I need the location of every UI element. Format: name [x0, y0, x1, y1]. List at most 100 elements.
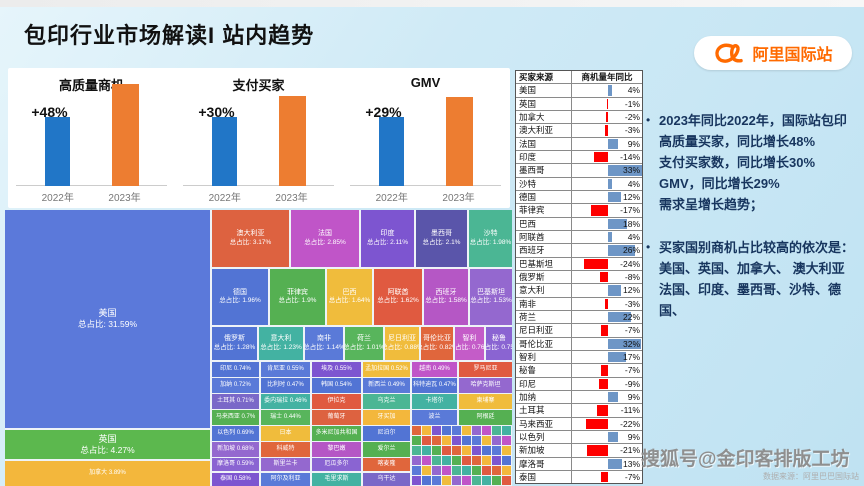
yoy-bar-cell: 9% [572, 431, 642, 443]
country-name: 俄罗斯 [516, 270, 572, 284]
treemap-cell-智利: 智利总占比: 0.76% [455, 327, 484, 360]
bullet-item-2: • 买家国别商机占比较高的依次是： 美国、英国、加拿大、 澳大利亚 法国、印度、墨西哥… [646, 237, 860, 321]
treemap-cell-哈萨克斯坦: 哈萨克斯坦 [459, 378, 512, 393]
yoy-bar [601, 365, 609, 376]
cell-name: 孟加拉国 0.52% [365, 365, 408, 372]
treemap-micro-cell [432, 446, 441, 455]
table-row: 阿联酋 4% [516, 230, 642, 245]
cell-name: 哥伦比亚 [423, 335, 451, 343]
table-row: 美国 4% [516, 84, 642, 98]
cell-value: 总占比: 1.96% [219, 297, 261, 305]
treemap-micro-cell [452, 426, 461, 435]
cell-name: 新加坡 0.68% [217, 445, 254, 452]
country-name: 英国 [516, 97, 572, 110]
treemap-cell-韩国: 韩国 0.54% [312, 378, 361, 393]
treemap-micro-cell [472, 456, 481, 465]
yoy-bar-cell: -24% [572, 258, 642, 270]
cell-name: 哈萨克斯坦 [470, 381, 501, 388]
cell-name: 美国 [98, 308, 117, 319]
yoy-bar-cell: -7% [572, 324, 642, 336]
yoy-value: 4% [627, 178, 640, 189]
cell-name: 南非 [317, 335, 331, 343]
country-name: 法国 [516, 137, 572, 150]
cell-name: 印度 [380, 230, 395, 238]
table-row: 法国 9% [516, 137, 642, 151]
cell-value: 总占比: 1.58% [425, 297, 467, 305]
country-name: 新加坡 [516, 444, 572, 457]
cell-name: 科威特 [276, 445, 295, 452]
bullet-line: 支付买家数，同比增长30% [659, 155, 816, 171]
cell-value: 总占比: 1.01% [345, 343, 383, 351]
cell-value: 总占比: 4.27% [80, 444, 135, 455]
treemap-micro-cell [492, 466, 501, 475]
yoy-value: -8% [624, 272, 640, 283]
treemap-cell-科特迪瓦: 科特迪瓦 0.47% [412, 378, 457, 393]
cell-name: 牙买加 [377, 413, 396, 420]
yoy-bar [599, 378, 609, 389]
cell-name: 伊拉克 [327, 397, 346, 404]
table-row: 马来西亚 -22% [516, 417, 642, 431]
cell-value: 总占比: 0.82% [421, 343, 453, 351]
treemap-cell-乌克兰: 乌克兰 [363, 394, 410, 409]
bullet-line: 高质量买家，同比增长48% [659, 134, 816, 150]
yoy-bar [608, 165, 642, 176]
table-row: 加纳 9% [516, 390, 642, 405]
treemap-cell-伊拉克: 伊拉克 [312, 394, 361, 409]
treemap-micro-cell [502, 456, 511, 465]
treemap-micro-cell [472, 446, 481, 455]
treemap-micro-cell [432, 476, 441, 485]
treemap-micro-cell [422, 426, 431, 435]
treemap-cell-孟加拉国: 孟加拉国 0.52% [363, 362, 410, 377]
cell-name: 乌干达 [377, 475, 396, 482]
insights-bullets: • 2023年同比2022年，国际站包印 高质量买家，同比增长48% 支付买家数，同比… [646, 110, 860, 343]
table-row: 墨西哥 33% [516, 164, 642, 178]
cell-name: 泰国 0.58% [220, 475, 251, 482]
yoy-value: -21% [620, 445, 640, 456]
treemap-micro-cell [462, 456, 471, 465]
treemap-micro-cell [482, 476, 491, 485]
treemap-cell-牙买加: 牙买加 [363, 410, 410, 425]
bullet-item-1: • 2023年同比2022年，国际站包印 高质量买家，同比增长48% 支付买家数，同比… [646, 110, 860, 215]
treemap-micro-cell [422, 476, 431, 485]
treemap-micro-cell [482, 466, 491, 475]
treemap-cell-尼泊尔: 尼泊尔 [363, 426, 410, 441]
cell-name: 加拿大 3.89% [89, 469, 126, 476]
header-yoy: 商机量年同比 [581, 72, 633, 83]
cell-value: 总占比: 1.62% [377, 297, 419, 305]
chart-plot [175, 82, 342, 186]
table-row: 智利 17% [516, 350, 642, 365]
yoy-bar [584, 258, 609, 269]
table-row: 土耳其 -11% [516, 404, 642, 418]
treemap-cell-阿尔及利亚: 阿尔及利亚 [261, 473, 310, 486]
country-name: 摩洛哥 [516, 457, 572, 470]
treemap-cell-印尼: 印尼 0.74% [212, 362, 259, 377]
yoy-value: -9% [624, 378, 640, 389]
table-row: 新加坡 -21% [516, 444, 642, 458]
cell-name: 秘鲁 [492, 335, 506, 343]
yoy-bar [587, 445, 609, 456]
bar-2023年 [278, 96, 306, 186]
yoy-bar [605, 125, 609, 136]
yoy-bar-cell: -7% [572, 471, 642, 483]
cell-name: 西班牙 [435, 288, 457, 296]
cell-name: 韩国 0.54% [321, 381, 352, 388]
table-row: 澳大利亚 -3% [516, 124, 642, 138]
cell-name: 葡萄牙 [327, 413, 346, 420]
bullet-line: 2023年同比2022年，国际站包印 [659, 113, 847, 128]
treemap-micro-cell [482, 446, 491, 455]
cell-value: 总占比: 0.76% [455, 343, 484, 351]
cell-name: 日本 [279, 429, 292, 436]
cell-name: 以色列 0.69% [217, 429, 254, 436]
cell-name: 智利 [462, 335, 477, 343]
chart-plot [342, 82, 509, 186]
country-name: 墨西哥 [516, 164, 572, 177]
table-row: 尼日利亚 -7% [516, 324, 642, 338]
yoy-value: 12% [622, 285, 640, 296]
table-row: 泰国 -7% [516, 470, 642, 484]
treemap-cell-英国: 英国 总占比: 4.27% [5, 430, 210, 459]
treemap-cell-越南: 越南 0.49% [412, 362, 457, 377]
yoy-value: -24% [620, 258, 640, 269]
bullet-line: 法国、印度、墨西哥、沙特、德国、 [659, 282, 842, 319]
treemap-micro-cell [502, 466, 511, 475]
yoy-bar [608, 85, 613, 96]
